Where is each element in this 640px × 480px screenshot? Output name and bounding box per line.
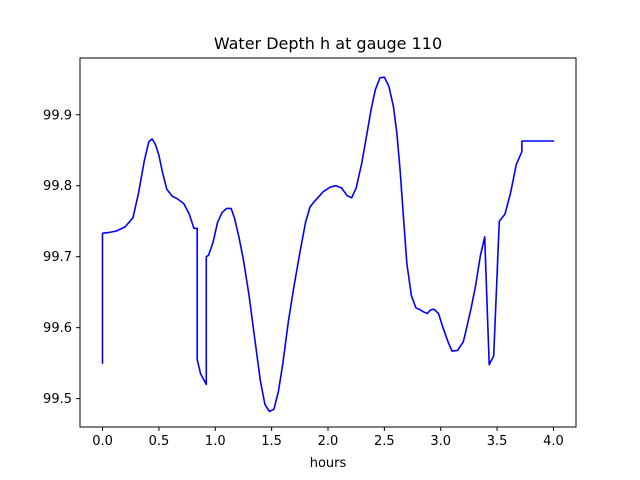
y-tick-label: 99.7 bbox=[43, 250, 72, 265]
y-tick-label: 99.5 bbox=[43, 392, 72, 407]
y-tick-label: 99.9 bbox=[43, 108, 72, 123]
series-line-0 bbox=[101, 76, 555, 413]
x-tick-label: 0.5 bbox=[149, 434, 170, 449]
x-tick-label: 3.5 bbox=[487, 434, 508, 449]
x-tick-label: 1.5 bbox=[261, 434, 282, 449]
x-axis-label: hours bbox=[310, 456, 347, 471]
x-tick-label: 2.0 bbox=[318, 434, 339, 449]
x-tick-label: 1.0 bbox=[205, 434, 226, 449]
x-tick-label: 3.0 bbox=[430, 434, 451, 449]
chart-title: Water Depth h at gauge 110 bbox=[214, 34, 442, 53]
x-tick-label: 2.5 bbox=[374, 434, 395, 449]
x-tick-label: 4.0 bbox=[543, 434, 564, 449]
y-tick-label: 99.6 bbox=[43, 321, 72, 336]
x-axis: 0.0 0.5 1.0 1.5 2.0 2.5 3.0 3.5 4.0 bbox=[92, 427, 564, 449]
series-layer bbox=[101, 76, 555, 413]
x-tick-label: 0.0 bbox=[92, 434, 113, 449]
y-axis: 99.5 99.6 99.7 99.8 99.9 bbox=[43, 108, 80, 407]
y-tick-label: 99.8 bbox=[43, 179, 72, 194]
